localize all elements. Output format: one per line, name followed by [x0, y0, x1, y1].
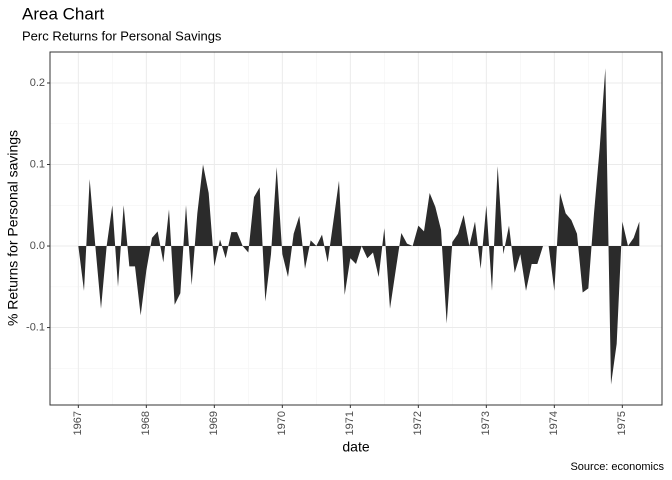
x-tick-label: 1974	[548, 411, 560, 435]
caption: Source: economics	[570, 461, 664, 473]
y-tick-label: -0.1	[26, 321, 45, 333]
chart-subtitle: Perc Returns for Personal Savings	[22, 28, 222, 43]
x-tick-label: 1975	[616, 411, 628, 435]
panel-border	[49, 51, 663, 406]
x-tick-label: 1967	[72, 411, 84, 435]
x-tick-label: 1969	[208, 411, 220, 435]
y-axis-title: % Returns for Personal savings	[5, 130, 21, 326]
y-tick-label: 0.1	[30, 158, 45, 170]
x-axis-title: date	[342, 439, 369, 455]
x-tick-label: 1968	[140, 411, 152, 435]
chart-title: Area Chart	[22, 4, 104, 23]
y-tick-label: 0.0	[30, 240, 45, 252]
x-tick-label: 1973	[480, 411, 492, 435]
x-tick-label: 1970	[276, 411, 288, 435]
y-tick-label: 0.2	[30, 77, 45, 89]
area	[78, 68, 640, 385]
x-tick-label: 1972	[412, 411, 424, 435]
x-tick-label: 1971	[344, 411, 356, 435]
